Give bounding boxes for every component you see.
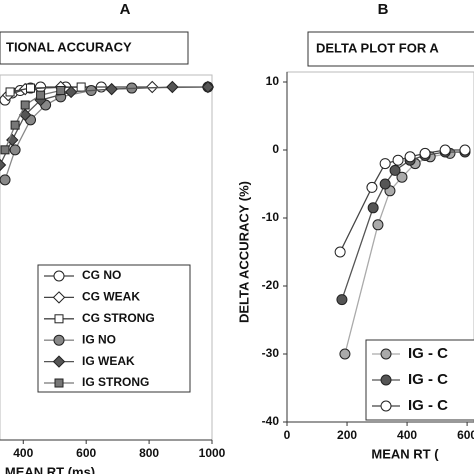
data-point xyxy=(0,158,7,172)
legend-label: CG NO xyxy=(82,268,121,282)
data-point xyxy=(9,144,21,156)
legend-label: IG - C xyxy=(408,345,448,362)
data-point xyxy=(56,86,66,96)
data-point xyxy=(201,80,215,94)
data-point xyxy=(64,85,78,99)
x-tick-label: 400 xyxy=(13,446,33,460)
data-point xyxy=(26,83,36,93)
legend-marker xyxy=(54,378,64,388)
panel-label: A xyxy=(120,1,131,18)
data-point xyxy=(379,158,391,170)
y-tick-label: -40 xyxy=(262,414,280,428)
legend-marker xyxy=(52,291,66,304)
legend-label: IG NO xyxy=(82,332,116,346)
legend-marker xyxy=(380,400,392,412)
data-point xyxy=(367,202,379,214)
x-tick-label: 600 xyxy=(76,446,96,460)
y-axis-label: DELTA ACCURACY (%) xyxy=(236,181,251,323)
data-point xyxy=(35,81,47,93)
data-point xyxy=(439,144,451,156)
legend-label: IG - C xyxy=(408,371,448,388)
data-point xyxy=(366,181,378,193)
y-tick-label: -20 xyxy=(262,278,280,292)
legend-label: IG WEAK xyxy=(82,354,135,368)
series-line xyxy=(0,86,208,166)
data-point xyxy=(10,120,20,130)
y-tick-label: 10 xyxy=(266,74,280,88)
y-tick-label: -10 xyxy=(262,210,280,224)
x-tick-label: 1000 xyxy=(199,446,226,460)
data-point xyxy=(20,100,30,110)
data-point xyxy=(339,348,351,360)
chart-title: TIONAL ACCURACY xyxy=(6,39,132,54)
x-tick-label: 0 xyxy=(284,428,291,442)
legend-label: IG STRONG xyxy=(82,375,149,389)
x-tick-label: 400 xyxy=(397,428,417,442)
legend-label: CG STRONG xyxy=(82,311,155,325)
data-point xyxy=(404,151,416,163)
data-point xyxy=(389,164,401,176)
data-point xyxy=(0,174,11,186)
x-axis-label: MEAN RT (ms) xyxy=(5,464,95,474)
data-point xyxy=(334,246,346,258)
data-point xyxy=(392,154,404,166)
x-tick-label: 600 xyxy=(457,428,474,442)
x-axis-label: MEAN RT ( xyxy=(371,446,439,461)
series-line xyxy=(344,152,451,355)
data-point xyxy=(166,80,179,94)
x-tick-label: 800 xyxy=(139,446,159,460)
title-box xyxy=(307,31,474,67)
y-tick-label: -30 xyxy=(262,346,280,360)
data-point xyxy=(372,219,384,231)
data-point xyxy=(396,171,408,183)
panel-label: B xyxy=(378,1,389,18)
legend-marker xyxy=(53,270,65,282)
data-point xyxy=(419,147,431,159)
y-tick-label: 0 xyxy=(272,142,279,156)
data-point xyxy=(146,80,159,94)
legend-marker xyxy=(53,334,65,346)
data-point xyxy=(5,87,15,97)
data-point xyxy=(336,294,348,306)
legend-marker xyxy=(52,355,66,368)
legend-box xyxy=(37,264,191,393)
x-tick-label: 200 xyxy=(337,428,357,442)
chart-title: DELTA PLOT FOR A xyxy=(316,40,439,55)
data-point xyxy=(76,82,86,92)
data-point xyxy=(36,90,46,100)
data-point xyxy=(459,144,471,156)
legend-marker xyxy=(380,348,392,360)
legend-marker xyxy=(380,374,392,386)
legend-label: IG - C xyxy=(408,397,448,414)
data-point xyxy=(379,178,391,190)
title-box xyxy=(0,31,189,65)
data-point xyxy=(0,145,10,155)
data-point xyxy=(105,82,118,96)
legend-marker xyxy=(54,314,64,324)
legend-label: CG WEAK xyxy=(82,290,140,304)
